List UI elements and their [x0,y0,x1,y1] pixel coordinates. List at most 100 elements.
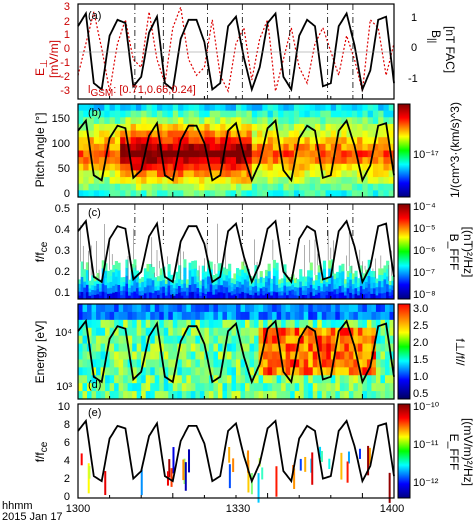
heatmap-cell [217,270,221,279]
heatmap-cell [304,150,311,158]
heatmap-cell [251,177,258,185]
panel-c-cbar-tick: 10⁻⁶ [413,245,436,257]
heatmap-cell [109,110,116,118]
heatmap-cell [114,375,120,384]
heatmap-cell [278,295,282,300]
heatmap-cell [204,293,208,300]
heatmap-cell [264,287,269,294]
heatmap-cell [199,143,205,152]
heatmap-cell [85,276,90,285]
heatmap-cell [267,335,273,345]
heatmap-cell [372,170,379,178]
heatmap-cell [389,319,395,329]
heatmap-cell [114,268,118,277]
heatmap-cell [372,123,379,132]
heatmap-cell [259,276,263,283]
heatmap-cell [118,383,124,392]
heatmap-cell [204,277,208,284]
heatmap-cell [322,291,327,300]
heatmap-cell [163,311,169,321]
heatmap-cell [93,143,100,152]
heatmap-cell [366,311,373,321]
heatmap-cell [150,359,156,368]
heatmap-cell [230,104,237,112]
heatmap-cell [214,293,219,300]
heatmap-cell [112,271,116,280]
heatmap-cell [263,311,269,321]
heatmap-cell [296,283,300,288]
heatmap-cell [257,104,263,112]
heatmap-cell [251,157,258,165]
heatmap-cell [240,343,246,353]
heatmap-cell [378,163,385,172]
heatmap-cell [294,311,300,321]
heatmap-cell [285,319,291,329]
heatmap-cell [100,343,106,353]
heatmap-cell [283,163,290,172]
heatmap-cell [262,290,266,296]
heatmap-cell [125,123,132,132]
heatmap-cell [288,143,295,152]
heatmap-cell [371,351,377,361]
heatmap-cell [325,286,329,291]
heatmap-cell [188,269,192,278]
heatmap-cell [236,343,242,353]
heatmap-cell [351,278,355,285]
heatmap-cell [101,275,105,285]
heatmap-cell [204,311,210,321]
panel-c-y-tick: 0.3 [55,245,70,257]
heatmap-cell [154,281,158,287]
heatmap-cell [241,143,248,152]
heatmap-cell [378,137,385,145]
heatmap-cell [87,375,93,384]
heatmap-cell [82,335,88,345]
heatmap-cell [272,143,279,152]
heatmap-cell [154,391,160,400]
heatmap-cell [267,277,271,286]
heatmap-cell [351,190,358,198]
heatmap-cell [163,343,169,353]
heatmap-cell [151,130,158,138]
heatmap-cell [241,163,248,172]
heatmap-cell [214,150,221,158]
heatmap-cell [145,311,151,321]
heatmap-cell [304,137,311,145]
heatmap-cell [141,294,145,300]
heatmap-cell [278,291,282,296]
heatmap-cell [162,286,166,294]
pitch-angle-heatmap [78,104,395,198]
heatmap-cell [233,288,237,295]
heatmap-cell [357,130,363,138]
heatmap-cell [193,275,197,285]
heatmap-cell [199,137,205,145]
heatmap-cell [177,319,183,329]
heatmap-cell [130,190,137,198]
heatmap-cell [83,293,87,300]
heatmap-cell [257,123,263,132]
heatmap-cell [281,335,287,345]
heatmap-cell [157,163,163,172]
heatmap-cell [159,292,163,300]
heatmap-cell [88,183,95,191]
heatmap-cell [304,110,311,118]
heatmap-cell [322,283,327,292]
heatmap-cell [146,137,153,145]
heatmap-cell [353,383,359,392]
heatmap-cell [214,123,221,132]
heatmap-cell [186,391,192,400]
heatmap-cell [177,311,183,321]
heatmap-cell [320,290,324,296]
panel-e-y-tick: 2 [64,473,70,485]
heatmap-cell [109,319,115,329]
heatmap-cell [320,110,327,118]
heatmap-cell [249,383,255,392]
heatmap-cell [214,104,221,112]
heatmap-cell [272,319,278,329]
heatmap-cell [178,163,184,172]
heatmap-cell [185,291,190,296]
heatmap-cell [225,137,232,145]
heatmap-cell [290,343,296,353]
heatmap-cell [281,383,287,392]
heatmap-cell [275,284,279,293]
heatmap-cell [213,391,219,400]
